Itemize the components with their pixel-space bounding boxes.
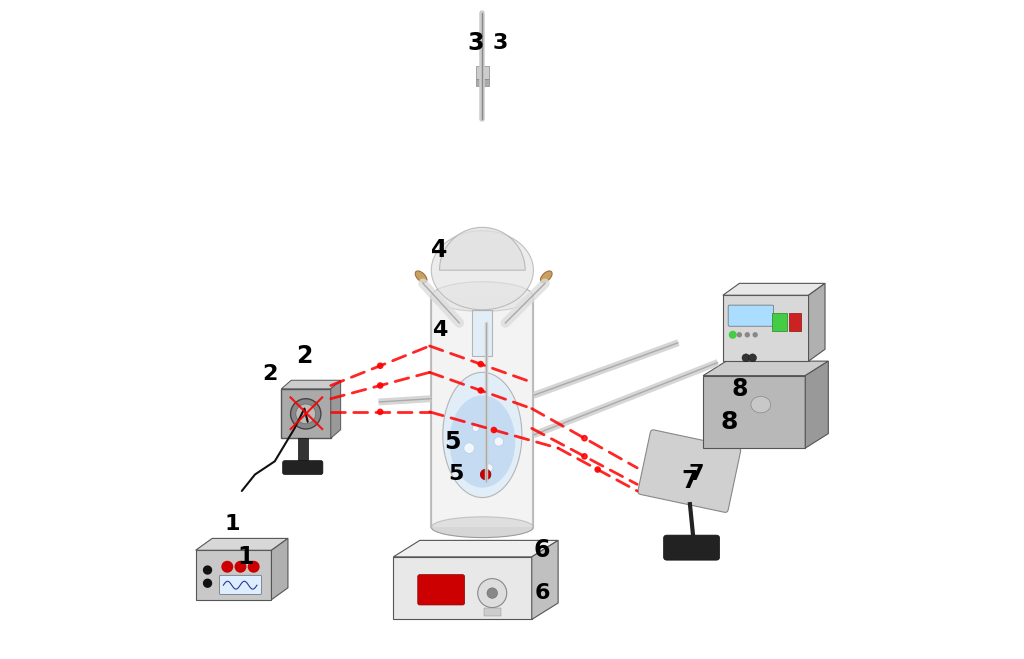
Polygon shape: [331, 380, 341, 438]
Bar: [476, 66, 488, 79]
Circle shape: [378, 409, 383, 415]
Circle shape: [742, 354, 750, 362]
Polygon shape: [703, 361, 828, 376]
Text: 4: 4: [432, 320, 447, 339]
Text: 8: 8: [721, 410, 738, 434]
Circle shape: [729, 331, 736, 338]
FancyBboxPatch shape: [418, 575, 465, 605]
Text: 4: 4: [431, 239, 447, 262]
Circle shape: [204, 579, 212, 587]
Circle shape: [485, 464, 493, 472]
Text: 1: 1: [224, 514, 240, 534]
Text: 2: 2: [296, 344, 312, 368]
Text: 6: 6: [536, 583, 551, 603]
Polygon shape: [196, 550, 271, 600]
Bar: [772, 313, 786, 331]
Circle shape: [487, 588, 498, 598]
Text: 5: 5: [444, 430, 461, 453]
FancyBboxPatch shape: [728, 305, 773, 326]
Polygon shape: [196, 538, 288, 550]
FancyBboxPatch shape: [219, 575, 261, 594]
Wedge shape: [439, 227, 525, 270]
Text: 5: 5: [449, 465, 464, 484]
Polygon shape: [393, 540, 558, 557]
Polygon shape: [393, 557, 531, 619]
Circle shape: [478, 579, 507, 608]
Text: 3: 3: [493, 33, 508, 53]
Circle shape: [754, 333, 757, 337]
Text: 6: 6: [534, 538, 550, 562]
Text: 7: 7: [682, 469, 698, 493]
Circle shape: [582, 436, 587, 441]
Circle shape: [582, 453, 587, 459]
Ellipse shape: [431, 231, 534, 310]
Circle shape: [236, 561, 246, 572]
Circle shape: [378, 363, 383, 368]
Circle shape: [296, 404, 315, 424]
Circle shape: [492, 427, 497, 432]
Ellipse shape: [751, 397, 771, 413]
Circle shape: [222, 561, 232, 572]
Polygon shape: [271, 538, 288, 600]
Polygon shape: [723, 295, 809, 361]
Text: 3: 3: [468, 31, 484, 55]
Ellipse shape: [541, 271, 552, 283]
Ellipse shape: [431, 281, 534, 311]
FancyBboxPatch shape: [282, 389, 331, 438]
Circle shape: [464, 443, 474, 453]
Text: 8: 8: [731, 377, 748, 401]
Circle shape: [745, 333, 750, 337]
Polygon shape: [703, 376, 805, 448]
FancyBboxPatch shape: [283, 461, 323, 474]
Circle shape: [480, 469, 490, 480]
Bar: [298, 438, 307, 465]
Text: 7: 7: [689, 465, 705, 484]
Polygon shape: [282, 380, 341, 389]
Polygon shape: [723, 283, 825, 295]
Bar: [484, 608, 501, 616]
Circle shape: [478, 387, 483, 393]
Circle shape: [737, 333, 741, 337]
Circle shape: [472, 425, 479, 432]
FancyBboxPatch shape: [638, 430, 740, 512]
Circle shape: [291, 399, 321, 429]
Circle shape: [495, 437, 504, 446]
FancyBboxPatch shape: [664, 535, 720, 560]
Text: 2: 2: [262, 364, 278, 384]
Circle shape: [595, 467, 600, 472]
Ellipse shape: [442, 372, 522, 498]
Ellipse shape: [431, 517, 534, 538]
Ellipse shape: [415, 271, 427, 283]
Circle shape: [249, 561, 259, 572]
Bar: [788, 313, 801, 331]
Polygon shape: [809, 283, 825, 361]
Polygon shape: [531, 540, 558, 619]
Bar: [472, 310, 493, 356]
Polygon shape: [805, 361, 828, 448]
Circle shape: [378, 383, 383, 388]
Circle shape: [749, 354, 757, 362]
Circle shape: [478, 361, 483, 366]
Polygon shape: [431, 297, 534, 527]
Bar: [476, 79, 488, 86]
Text: 1: 1: [237, 545, 253, 569]
Ellipse shape: [450, 395, 515, 488]
Circle shape: [204, 566, 212, 574]
